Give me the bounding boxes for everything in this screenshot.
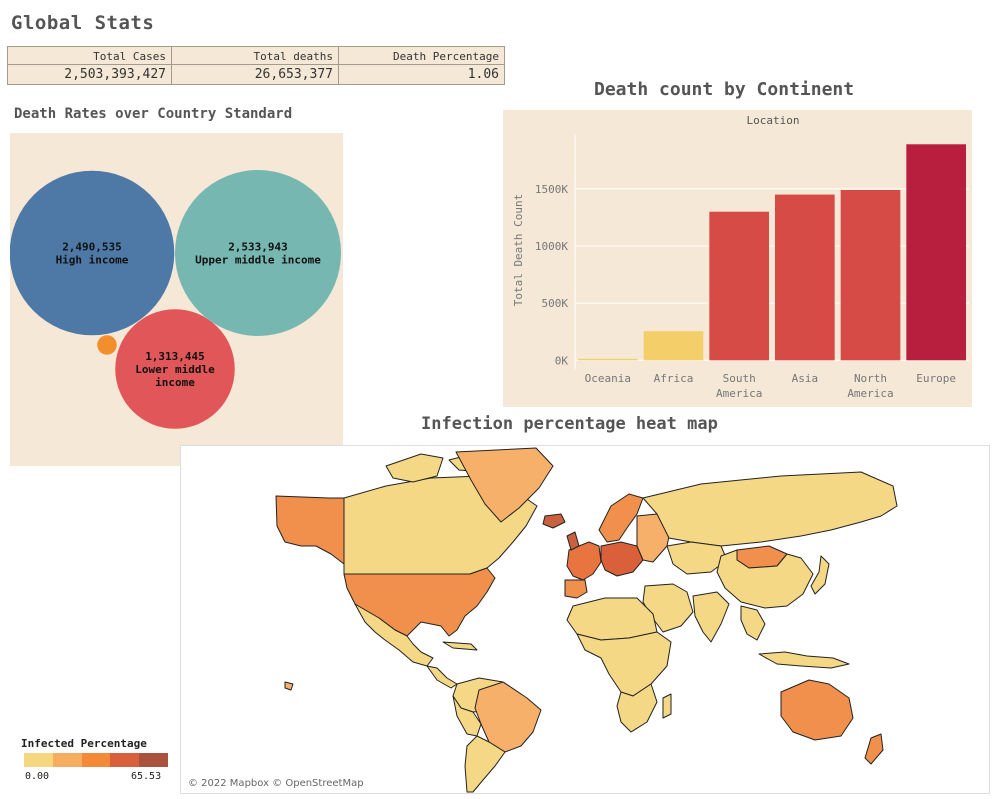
map-russia (642, 471, 898, 547)
bar-5[interactable] (906, 144, 966, 361)
map-central-america (426, 665, 458, 689)
ytick-label-3: 1500K (535, 183, 568, 196)
legend-swatch-0 (24, 753, 53, 767)
header-death-percentage: Death Percentage (338, 46, 505, 65)
bubble-3[interactable] (97, 335, 117, 355)
xtick-label-4-0: North (854, 372, 887, 385)
map-uk (566, 531, 580, 551)
xtick-label-0-0: Oceania (585, 372, 631, 385)
bubble-circle-1[interactable] (175, 170, 341, 336)
ytick-label-1: 500K (542, 297, 569, 310)
map-australia (780, 679, 854, 741)
bar-1[interactable] (643, 331, 704, 361)
xtick-label-2-1: America (716, 387, 762, 400)
bar-0[interactable] (578, 358, 638, 361)
bubble-label-2-2: income (155, 376, 195, 389)
legend-swatch-2 (81, 753, 111, 767)
map-alaska (275, 495, 345, 565)
map-usa (343, 567, 496, 637)
global-stats-table: Total Cases Total deaths Death Percentag… (7, 46, 505, 85)
ytick-label-0: 0K (555, 354, 569, 367)
value-total-cases: 2,503,393,427 (7, 64, 172, 85)
bubble-label-2-0: 1,313,445 (145, 350, 205, 363)
bubble-chart-title: Death Rates over Country Standard (14, 106, 293, 122)
global-stats-title: Global Stats (11, 12, 155, 34)
bubble-circle-3[interactable] (97, 335, 117, 355)
bar-chart-panel: Location 0K 500K 1000K 1500K Total Death Coun… (503, 110, 972, 407)
bubble-circle-0[interactable] (9, 170, 175, 336)
world-map-svg (275, 447, 898, 793)
xtick-label-2-0: South (723, 372, 756, 385)
map-central-europe (600, 541, 644, 577)
map-attribution[interactable]: © 2022 Mapbox © OpenStreetMap (188, 778, 364, 789)
map-iberia (564, 579, 588, 599)
xtick-label-5-0: Europe (916, 372, 956, 385)
map-hawaii (284, 681, 294, 691)
world-heat-map[interactable] (180, 445, 990, 794)
value-total-deaths: 26,653,377 (171, 64, 339, 85)
bar-3[interactable] (775, 194, 835, 361)
y-axis-title: Total Death Count (512, 194, 525, 307)
legend-min-label: 0.00 (25, 771, 50, 782)
legend-max-label: 65.53 (131, 771, 162, 782)
map-india (692, 591, 730, 643)
ytick-label-2: 1000K (535, 240, 568, 253)
map-western-europe (566, 541, 602, 581)
map-indonesia (758, 651, 850, 669)
bar-chart-title: Death count by Continent (594, 79, 855, 100)
legend-swatch-1 (52, 753, 82, 767)
legend-title: Infected Percentage (21, 737, 147, 750)
header-total-deaths: Total deaths (171, 46, 339, 65)
xtick-label-1-0: Africa (654, 372, 694, 385)
xtick-label-3-0: Asia (792, 372, 819, 385)
map-title: Infection percentage heat map (421, 414, 718, 434)
map-iceland (542, 513, 566, 529)
map-new-zealand (864, 733, 884, 765)
bar-header-location: Location (747, 114, 800, 127)
value-death-percentage: 1.06 (338, 64, 505, 85)
map-southern-africa (616, 683, 658, 733)
bubble-label-1-1: Upper middle income (195, 254, 321, 267)
map-greenland (455, 447, 554, 523)
bubble-circle-2[interactable] (115, 309, 235, 429)
map-brazil (474, 681, 542, 753)
bubble-label-0-0: 2,490,535 (62, 241, 122, 254)
bar-chart: Location 0K 500K 1000K 1500K Total Death Coun… (512, 114, 969, 400)
bubble-label-0-1: High income (56, 254, 129, 267)
map-china (716, 549, 814, 609)
map-north-africa (566, 597, 658, 641)
map-scandinavia (598, 493, 644, 543)
bubble-label-2-1: Lower middle (135, 363, 215, 376)
bar-4[interactable] (840, 190, 901, 361)
map-madagascar (662, 693, 672, 719)
map-cuba (442, 641, 478, 651)
header-total-cases: Total Cases (7, 46, 172, 65)
map-mexico (354, 603, 434, 667)
legend-swatch-3 (110, 753, 140, 767)
bar-2[interactable] (709, 211, 769, 361)
map-south-america-south (464, 735, 506, 793)
map-south-america-west (452, 695, 482, 737)
xtick-label-4-1: America (847, 387, 893, 400)
bubble-label-1-0: 2,533,943 (228, 241, 288, 254)
map-japan (810, 555, 830, 595)
legend-color-ramp (24, 753, 168, 767)
map-central-africa (576, 631, 672, 697)
legend-swatch-4 (139, 753, 168, 767)
bubble-chart-panel: 2,490,535 High income 2,533,943 Upper middl… (9, 133, 343, 466)
map-southeast-asia (740, 605, 766, 641)
